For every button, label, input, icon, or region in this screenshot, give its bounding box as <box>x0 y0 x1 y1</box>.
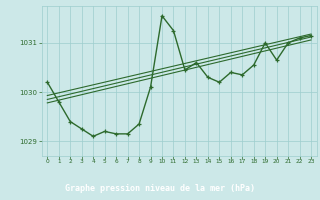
Text: Graphe pression niveau de la mer (hPa): Graphe pression niveau de la mer (hPa) <box>65 184 255 193</box>
